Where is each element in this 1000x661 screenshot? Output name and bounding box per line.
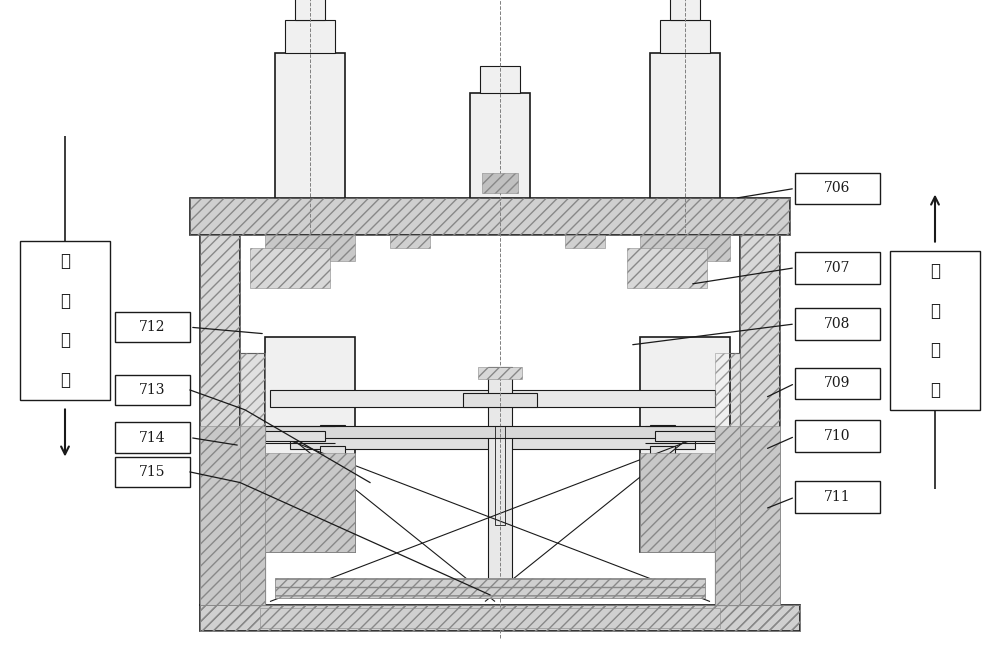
- Text: 向: 向: [930, 381, 940, 399]
- Bar: [200, 235, 240, 605]
- Bar: [115, 312, 190, 342]
- Bar: [715, 353, 740, 605]
- Text: 712: 712: [139, 320, 166, 334]
- Text: 715: 715: [139, 465, 166, 479]
- Bar: [265, 235, 355, 261]
- Bar: [190, 198, 790, 235]
- Bar: [795, 420, 880, 452]
- Bar: [488, 367, 512, 592]
- Bar: [795, 368, 880, 399]
- Bar: [260, 608, 720, 628]
- Bar: [795, 308, 880, 340]
- Bar: [290, 436, 695, 449]
- Bar: [463, 393, 537, 407]
- Text: 714: 714: [139, 430, 166, 445]
- Bar: [320, 467, 345, 479]
- Bar: [275, 53, 345, 198]
- Text: 开: 开: [60, 292, 70, 310]
- Bar: [390, 235, 430, 248]
- Bar: [200, 426, 240, 605]
- Text: 709: 709: [824, 376, 851, 391]
- Bar: [295, 0, 325, 20]
- Bar: [250, 248, 330, 288]
- Bar: [240, 426, 265, 605]
- Text: 方: 方: [930, 341, 940, 360]
- Bar: [190, 198, 790, 235]
- Bar: [265, 431, 325, 441]
- Text: 706: 706: [824, 181, 851, 196]
- Text: 707: 707: [824, 260, 851, 275]
- Text: 方: 方: [60, 331, 70, 350]
- Bar: [320, 425, 345, 437]
- Text: 合: 合: [930, 301, 940, 320]
- Text: 711: 711: [824, 490, 851, 504]
- Text: 710: 710: [824, 429, 851, 444]
- Bar: [265, 453, 355, 552]
- Bar: [715, 353, 740, 605]
- Bar: [275, 578, 705, 598]
- Bar: [115, 422, 190, 453]
- Bar: [20, 241, 110, 400]
- Bar: [240, 353, 265, 605]
- Bar: [200, 605, 800, 631]
- Bar: [650, 425, 675, 437]
- Bar: [640, 235, 730, 261]
- Bar: [670, 0, 700, 20]
- Bar: [478, 367, 522, 379]
- Bar: [115, 375, 190, 405]
- Bar: [200, 235, 240, 605]
- Bar: [115, 457, 190, 487]
- Bar: [275, 578, 705, 598]
- Text: 713: 713: [139, 383, 166, 397]
- Bar: [890, 251, 980, 410]
- Bar: [320, 446, 345, 458]
- Bar: [285, 20, 335, 53]
- Text: 向: 向: [60, 371, 70, 389]
- Bar: [495, 426, 505, 525]
- Bar: [265, 426, 715, 438]
- Bar: [650, 467, 675, 479]
- Bar: [240, 353, 265, 605]
- Bar: [795, 173, 880, 204]
- Bar: [565, 235, 605, 248]
- Bar: [650, 446, 675, 458]
- Bar: [795, 252, 880, 284]
- Text: 闭: 闭: [930, 262, 940, 280]
- Bar: [650, 53, 720, 198]
- Bar: [200, 605, 800, 631]
- Bar: [627, 248, 707, 288]
- Bar: [740, 235, 780, 605]
- Bar: [640, 337, 730, 552]
- Text: 断: 断: [60, 252, 70, 270]
- Bar: [480, 66, 520, 93]
- Bar: [640, 453, 730, 552]
- Bar: [740, 235, 780, 605]
- Bar: [265, 337, 355, 552]
- Bar: [470, 93, 530, 198]
- Bar: [660, 20, 710, 53]
- Bar: [715, 426, 740, 605]
- Text: 708: 708: [824, 317, 851, 331]
- Bar: [795, 481, 880, 513]
- Bar: [740, 426, 780, 605]
- Bar: [270, 390, 715, 407]
- Bar: [482, 173, 518, 193]
- Bar: [655, 431, 715, 441]
- Bar: [200, 605, 800, 631]
